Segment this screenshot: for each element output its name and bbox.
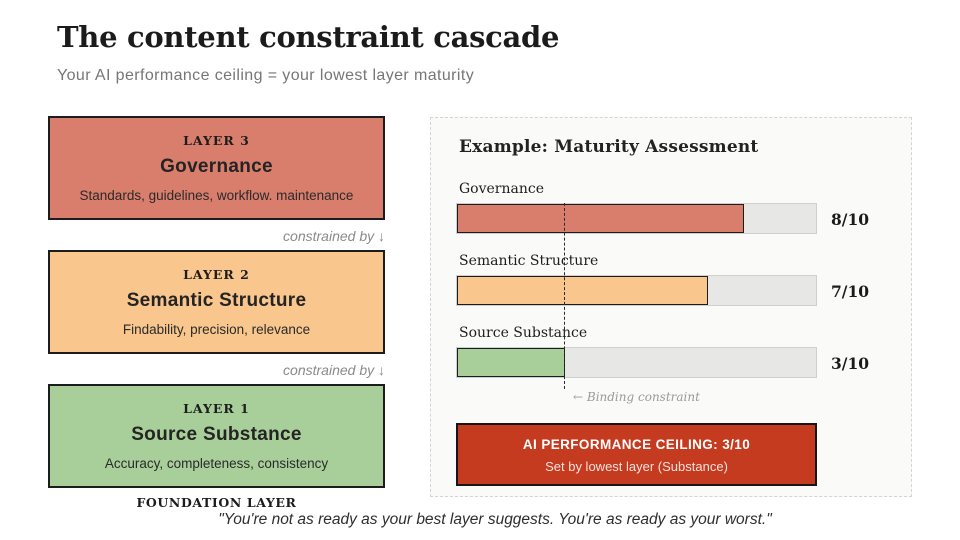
bar-track-semantic-structure: [456, 275, 817, 306]
assessment-title: Example: Maturity Assessment: [459, 137, 759, 157]
bar-value-source-substance: 3/10: [831, 354, 870, 373]
ceiling-title: AI PERFORMANCE CEILING: 3/10: [522, 437, 751, 452]
constrained-by-label: constrained by ↓: [283, 228, 385, 244]
bar-value-governance: 8/10: [831, 210, 870, 229]
page-title: The content constraint cascade: [57, 20, 560, 54]
binding-constraint-line: [564, 203, 566, 389]
bar-fill-governance: [457, 204, 745, 233]
layer-3-governance-box: LAYER 3 Governance Standards, guidelines…: [48, 116, 385, 220]
layer-1-source-substance-box: LAYER 1 Source Substance Accuracy, compl…: [48, 384, 385, 488]
bar-track-governance: [456, 203, 817, 234]
layer-1-eyebrow: LAYER 1: [183, 401, 250, 416]
layer-2-title: Semantic Structure: [126, 290, 307, 311]
page-subtitle: Your AI performance ceiling = your lowes…: [57, 67, 475, 84]
bar-label-source-substance: Source Substance: [459, 325, 588, 341]
layer-2-eyebrow: LAYER 2: [183, 267, 250, 282]
layer-1-description: Accuracy, completeness, consistency: [104, 456, 329, 471]
constrained-by-label: constrained by ↓: [283, 362, 385, 378]
layer-2-description: Findability, precision, relevance: [122, 322, 311, 337]
bar-label-semantic-structure: Semantic Structure: [459, 253, 599, 269]
bar-track-source-substance: [456, 347, 817, 378]
ai-performance-ceiling-box: AI PERFORMANCE CEILING: 3/10 Set by lowe…: [456, 423, 817, 486]
bar-fill-semantic-structure: [457, 276, 709, 305]
bar-fill-source-substance: [457, 348, 565, 377]
bar-value-semantic-structure: 7/10: [831, 282, 870, 301]
layer-3-title: Governance: [160, 156, 273, 177]
binding-constraint-label: ← Binding constraint: [573, 390, 700, 404]
ceiling-subtitle: Set by lowest layer (Substance): [545, 459, 728, 474]
footer-quote: "You're not as ready as your best layer …: [218, 511, 772, 528]
maturity-assessment-panel: Example: Maturity Assessment Governance …: [430, 117, 912, 497]
layer-1-title: Source Substance: [131, 424, 302, 445]
layer-2-semantic-structure-box: LAYER 2 Semantic Structure Findability, …: [48, 250, 385, 354]
bar-label-governance: Governance: [459, 181, 545, 197]
layer-3-eyebrow: LAYER 3: [183, 133, 250, 148]
layer-3-description: Standards, guidelines, workflow. mainten…: [79, 188, 354, 203]
foundation-layer-label: FOUNDATION LAYER: [136, 495, 297, 510]
